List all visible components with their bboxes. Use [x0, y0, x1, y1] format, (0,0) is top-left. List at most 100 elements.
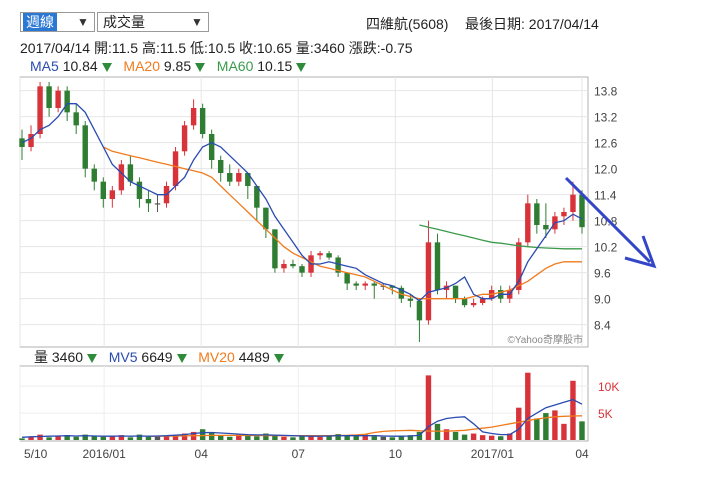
candle-body — [416, 300, 423, 321]
candle-body — [227, 173, 233, 182]
x-tick-label: 04 — [195, 447, 209, 461]
volume-bar — [452, 431, 459, 440]
candle-body — [570, 194, 576, 212]
price-tick-label: 12.6 — [594, 137, 618, 151]
candle-body — [64, 90, 70, 113]
candle-body — [100, 181, 106, 199]
volume-bar — [479, 435, 486, 440]
watermark: ©Yahoo奇摩股市 — [507, 333, 583, 346]
mv20-value: 4489 — [238, 349, 270, 365]
candle-body — [127, 164, 134, 182]
candle-body — [470, 303, 477, 306]
volume-bar — [525, 372, 531, 440]
price-tick-label: 10.2 — [594, 241, 618, 255]
volume-bar — [37, 434, 43, 440]
volume-tick-label: 5K — [598, 407, 613, 421]
volume-bar — [218, 435, 224, 440]
volume-bar — [561, 423, 567, 440]
candle-body — [236, 173, 242, 182]
volume-bar — [543, 413, 549, 440]
candle-body — [272, 229, 278, 269]
indicator-select[interactable]: 成交量 ▼ — [97, 12, 209, 32]
mv5-line — [21, 398, 583, 438]
volume-bar — [579, 421, 585, 440]
candle-body — [371, 283, 377, 286]
candle-body — [199, 108, 206, 134]
x-tick-label: 07 — [292, 447, 306, 461]
quote-close: 收:10.65 — [239, 40, 292, 56]
candle-body — [398, 287, 405, 299]
volume-legend: 量 3460 MV5 6649 MV20 4489 — [34, 347, 284, 367]
down-triangle-icon — [195, 62, 206, 72]
period-select[interactable]: 週線 ▼ — [20, 12, 95, 32]
volume-bar — [434, 423, 441, 440]
candle-body — [190, 108, 197, 126]
volume-tick-label: 10K — [598, 380, 619, 394]
price-tick-label: 9.0 — [594, 293, 611, 307]
candle-body — [263, 207, 269, 230]
candle-body — [335, 257, 341, 273]
volume-bar — [82, 434, 88, 440]
quote-bar: 2017/04/14 開:11.5 高:11.5 低:10.5 收:10.65 … — [20, 38, 413, 58]
volume-bar — [263, 433, 269, 440]
volume-bar — [344, 435, 350, 440]
indicator-select-value: 成交量 — [103, 14, 145, 30]
candle-body — [579, 194, 585, 228]
candle-body — [461, 298, 468, 306]
volume-panel — [19, 365, 589, 442]
candle-body — [516, 242, 522, 290]
volume-bar — [136, 434, 143, 440]
down-triangle-icon — [273, 353, 284, 363]
x-tick-label: 10 — [389, 447, 403, 461]
volume-bar — [380, 436, 386, 440]
volume-bar — [362, 434, 368, 440]
x-tick-label: 04 — [575, 447, 589, 461]
volume-bar — [127, 437, 134, 440]
x-tick-label: 2016/01 — [82, 447, 126, 461]
price-panel — [19, 76, 589, 348]
volume-bar — [407, 435, 414, 440]
chevron-down-icon: ▼ — [191, 15, 203, 29]
quote-date: 2017/04/14 — [20, 40, 91, 56]
candle-body — [109, 190, 116, 199]
candle-body — [525, 203, 531, 243]
candle-body — [254, 186, 260, 208]
price-tick-label: 12.0 — [594, 163, 618, 177]
candle-body — [479, 298, 486, 303]
candle-body — [172, 151, 179, 186]
down-triangle-icon — [87, 353, 98, 363]
trend-arrow — [564, 176, 657, 269]
volume-bar — [425, 375, 432, 440]
volume-bar — [552, 410, 558, 440]
chevron-down-icon: ▼ — [77, 15, 89, 29]
volume-bar — [534, 418, 540, 440]
volume-bar — [208, 433, 215, 440]
volume-bar — [353, 435, 359, 440]
candle-body — [37, 86, 43, 134]
quote-low: 低:10.5 — [189, 40, 236, 56]
candle-body — [353, 283, 359, 286]
volume-bar — [73, 436, 79, 440]
volume-bar — [118, 435, 125, 440]
volume-bar — [570, 380, 576, 440]
quote-change: 漲跌:-0.75 — [348, 40, 413, 56]
volume-bar — [172, 435, 179, 440]
candle-body — [55, 90, 61, 108]
candle-body — [452, 285, 459, 299]
volume-bar — [317, 436, 323, 440]
candle-body — [362, 283, 368, 286]
candle-body — [407, 298, 414, 301]
candle-body — [561, 212, 567, 217]
candle-body — [389, 285, 396, 288]
volume-bar — [227, 436, 233, 440]
volume-bar — [389, 437, 396, 440]
volume-bar — [308, 436, 314, 440]
ma20-value: 9.85 — [163, 58, 192, 74]
candle-body — [145, 199, 152, 204]
volume-bar — [163, 436, 170, 440]
volume-bar — [154, 435, 161, 440]
arrow-shaft — [564, 176, 652, 264]
quote-high: 高:11.5 — [141, 40, 187, 56]
candle-body — [208, 134, 215, 160]
